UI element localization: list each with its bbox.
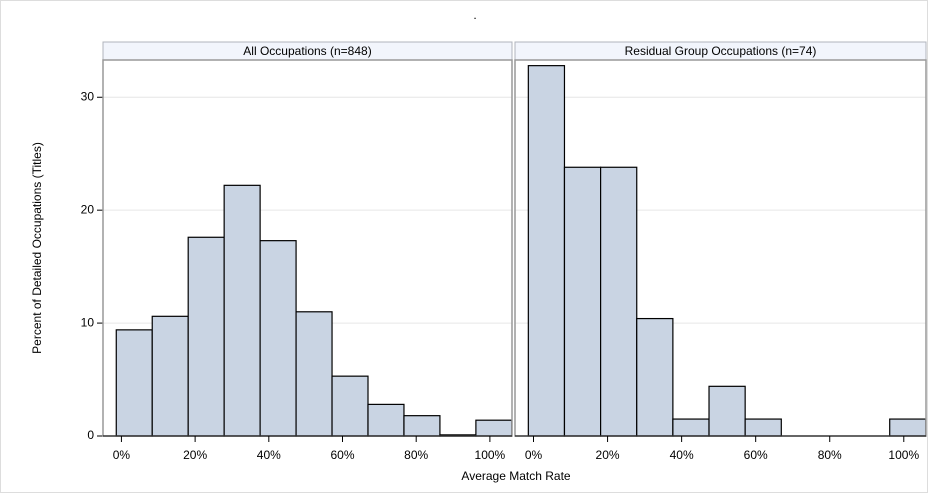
bar [331, 375, 369, 437]
y-axis-label: Percent of Detailed Occupations (Titles) [30, 142, 44, 354]
x-tick-label: 20% [183, 448, 207, 462]
panel-title: Residual Group Occupations (n=74) [625, 44, 817, 58]
bar [636, 317, 674, 437]
x-tick-label: 100% [888, 448, 919, 462]
x-tick-label: 0% [525, 448, 543, 462]
x-tick-label: 40% [257, 448, 281, 462]
bar [223, 184, 261, 437]
y-tick-label: 20 [81, 202, 95, 216]
bar [367, 403, 405, 437]
bar [600, 166, 638, 437]
x-tick-label: 20% [596, 448, 620, 462]
y-tick-label: 30 [81, 89, 95, 103]
x-tick-label: 80% [818, 448, 842, 462]
x-tick-label: 60% [744, 448, 768, 462]
bar [889, 418, 927, 437]
x-axis-label: Average Match Rate [461, 469, 570, 483]
bar [672, 418, 710, 437]
bar [708, 385, 746, 437]
bar [187, 236, 225, 437]
bar [527, 65, 566, 437]
bar [744, 418, 782, 437]
x-tick-label: 40% [670, 448, 694, 462]
x-tick-label: 100% [475, 448, 506, 462]
bar [115, 329, 153, 437]
panel-title: All Occupations (n=848) [243, 44, 371, 58]
x-tick-label: 80% [404, 448, 428, 462]
bar [475, 419, 513, 437]
y-tick-label: 10 [81, 315, 95, 329]
x-tick-label: 60% [330, 448, 354, 462]
y-tick-label: 0 [87, 428, 94, 442]
bar [151, 315, 189, 437]
chart-title: . [473, 8, 476, 22]
bar [563, 166, 602, 437]
x-tick-label: 0% [113, 448, 131, 462]
bar [259, 240, 297, 437]
bar [403, 415, 441, 437]
bar [295, 311, 333, 437]
